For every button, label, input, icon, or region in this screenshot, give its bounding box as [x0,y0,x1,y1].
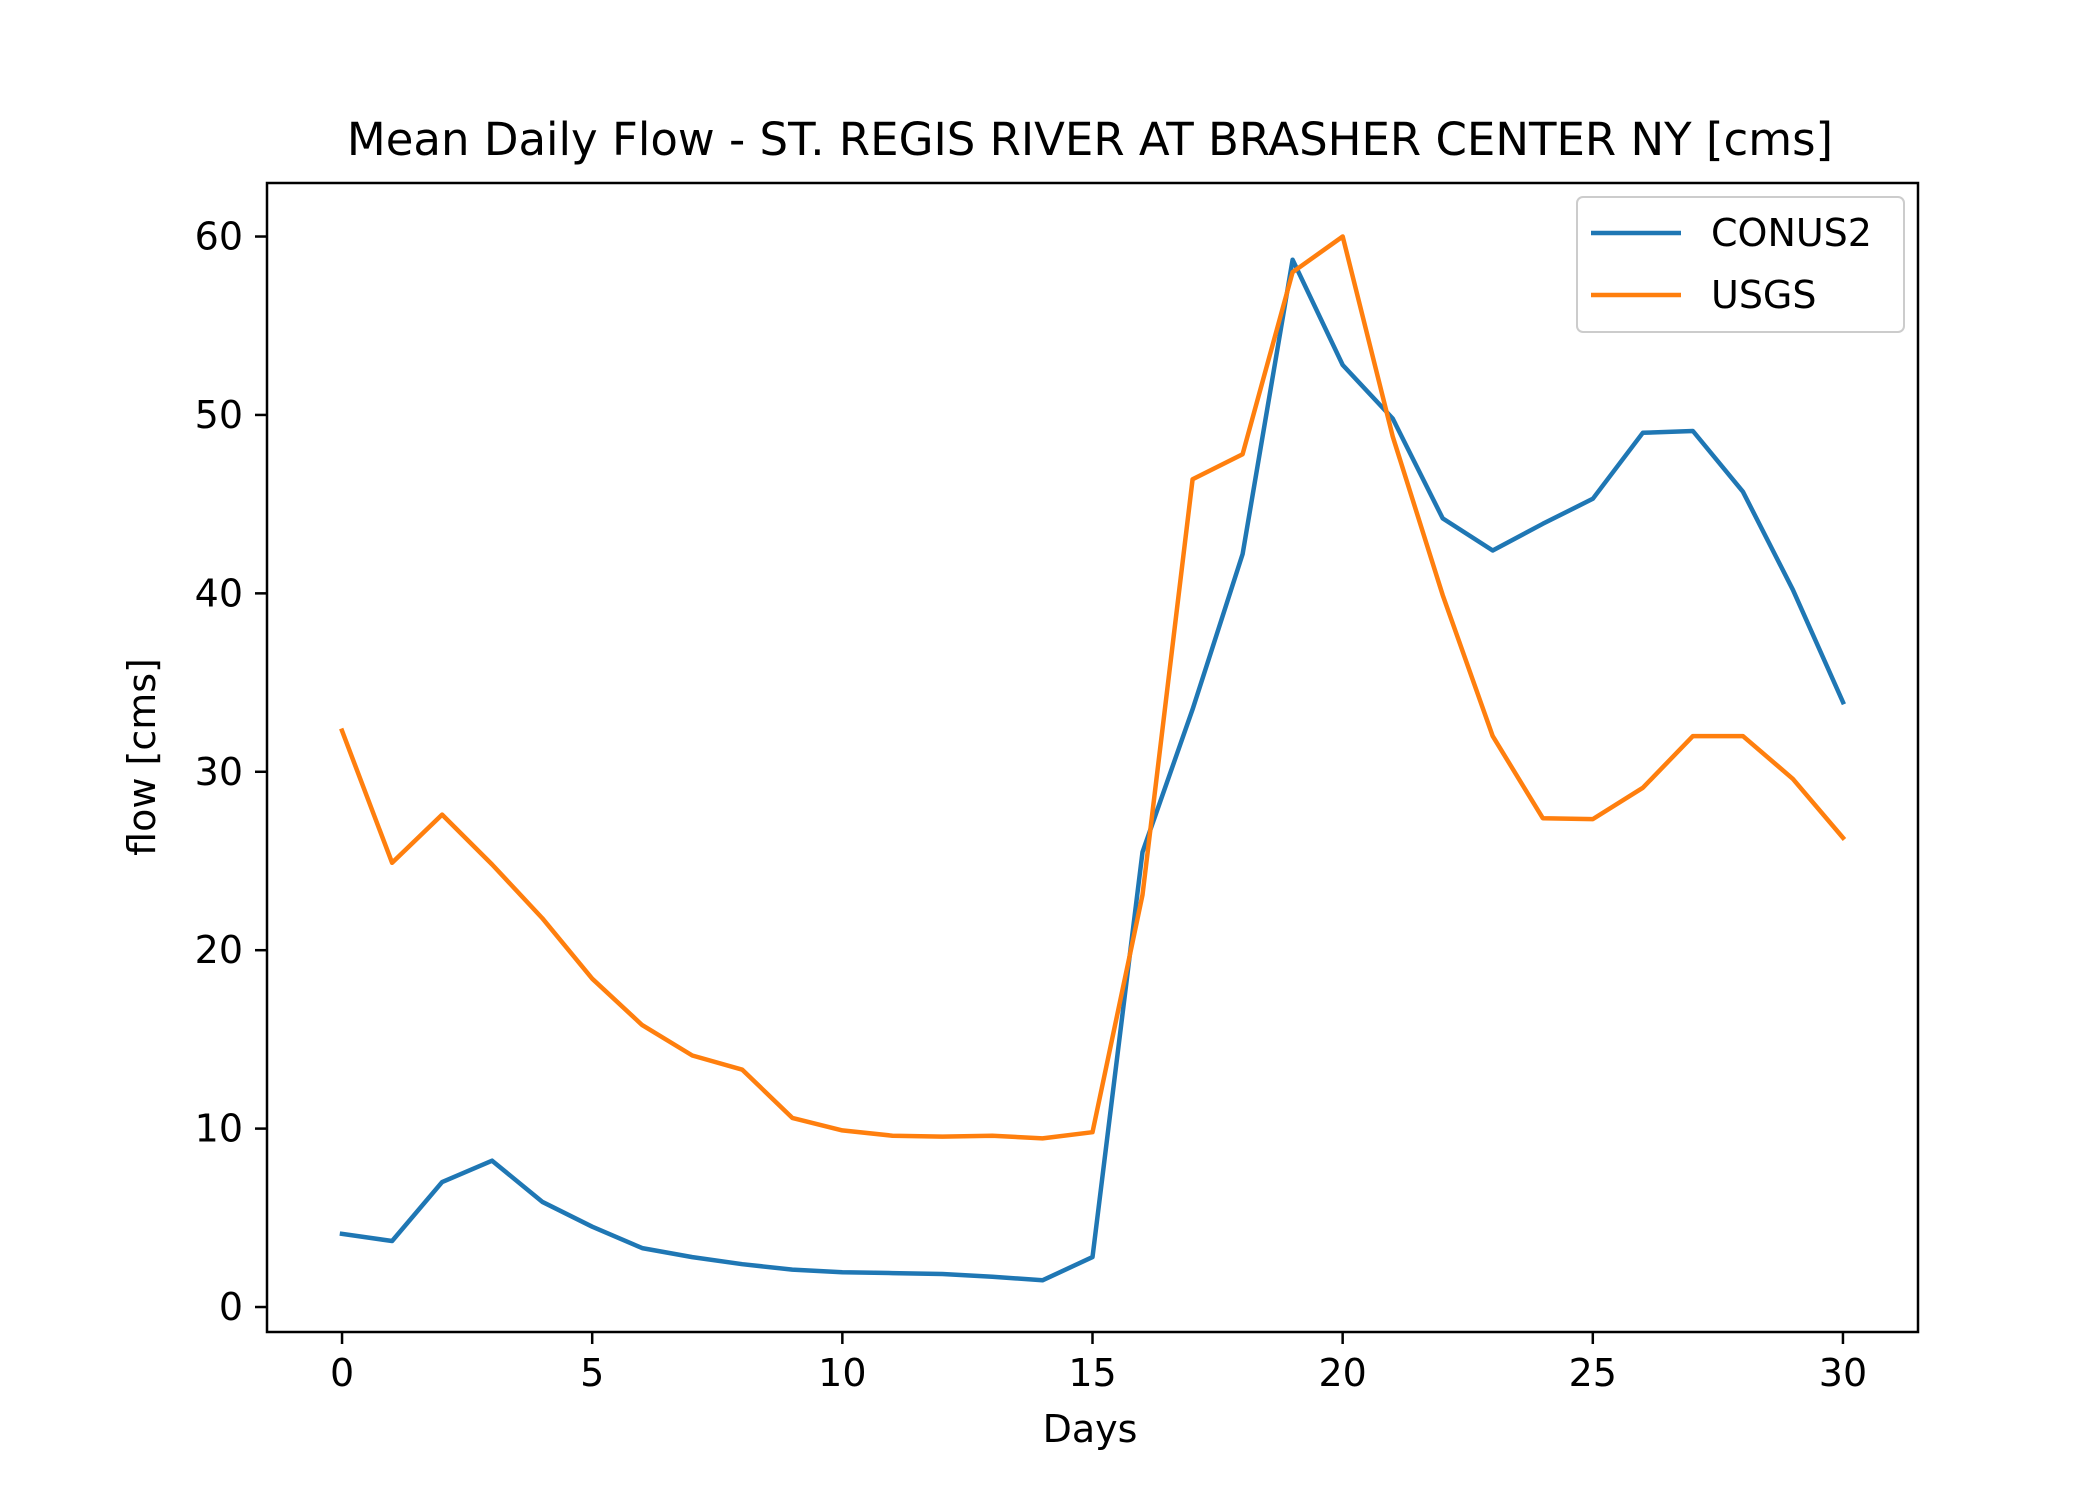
x-tick-label: 20 [1318,1351,1366,1395]
y-tick-label: 20 [195,928,243,972]
x-tick-label: 0 [330,1351,354,1395]
legend-label: CONUS2 [1711,211,1872,255]
y-axis-label: flow [cms] [120,658,164,856]
y-tick-label: 30 [195,750,243,794]
legend: CONUS2 USGS [1576,196,1905,333]
y-axis: 0 10 20 30 40 50 60 [195,215,267,1329]
series-line-conus2 [339,257,1846,1283]
plot-area [339,234,1847,1283]
y-tick-label: 60 [195,215,243,259]
y-tick-label: 0 [219,1285,243,1329]
x-tick-label: 25 [1569,1351,1617,1395]
x-axis: 0 5 10 15 20 25 30 [330,1332,1867,1395]
x-tick-label: 15 [1068,1351,1116,1395]
y-tick-label: 40 [195,571,243,615]
y-tick-label: 50 [195,393,243,437]
x-tick-label: 5 [580,1351,604,1395]
legend-label: USGS [1711,273,1817,317]
chart-title: Mean Daily Flow - ST. REGIS RIVER AT BRA… [347,113,1833,166]
x-axis-label: Days [1043,1407,1138,1451]
series-line-usgs [339,234,1847,1141]
x-tick-label: 30 [1819,1351,1867,1395]
y-tick-label: 10 [195,1107,243,1151]
x-tick-label: 10 [818,1351,866,1395]
